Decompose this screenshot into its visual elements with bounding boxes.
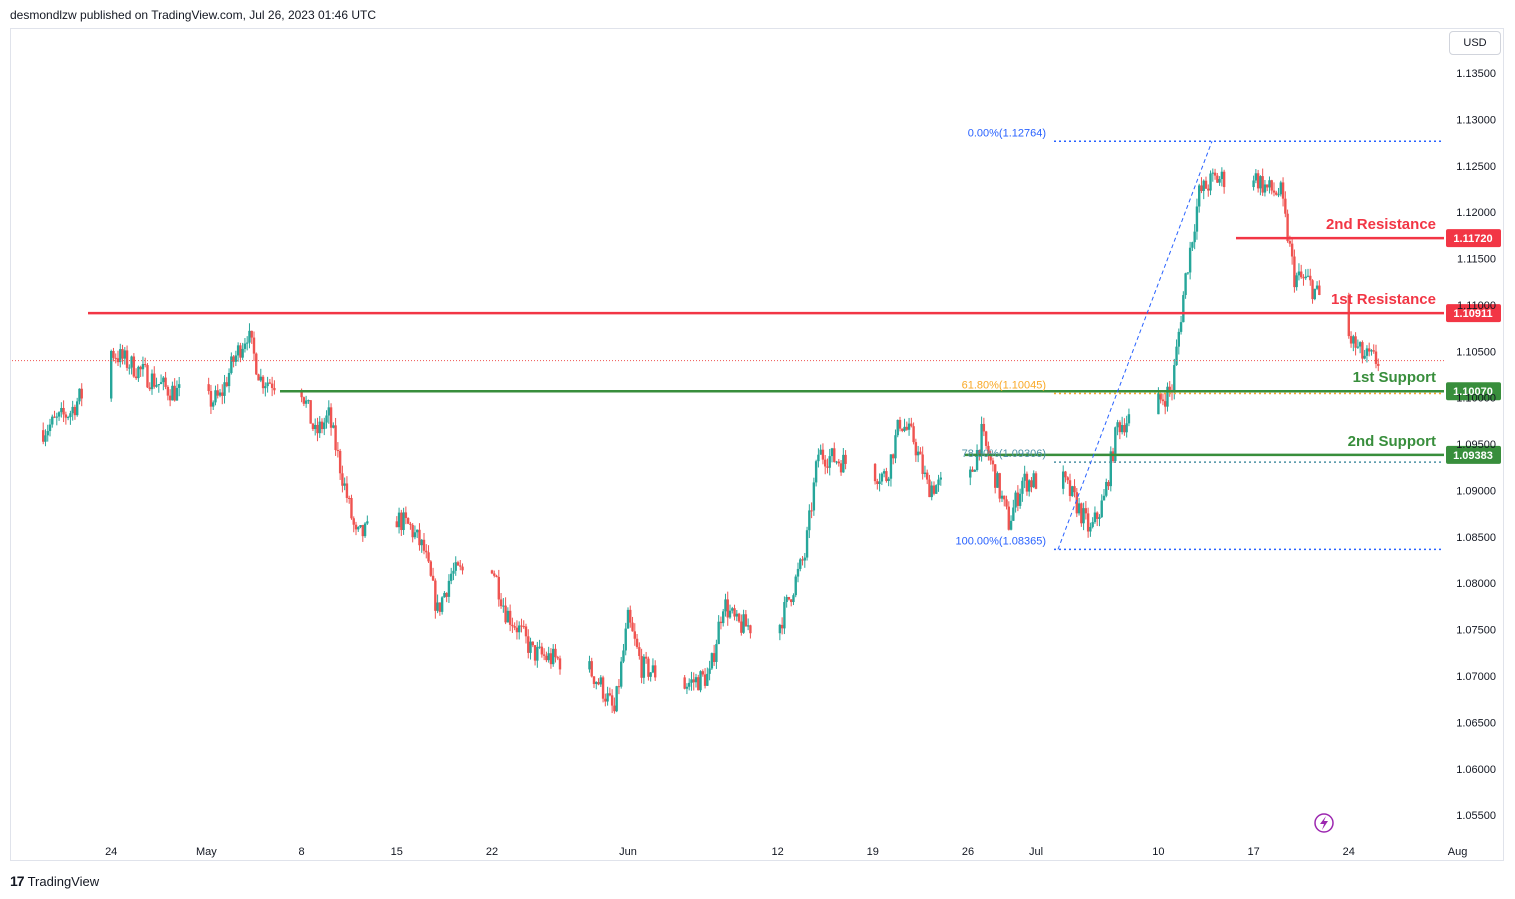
footer-brand[interactable]: 17 TradingView bbox=[10, 873, 99, 889]
chart-frame bbox=[10, 28, 1504, 861]
currency-button[interactable]: USD bbox=[1449, 31, 1501, 55]
footer-brand-name: TradingView bbox=[27, 873, 100, 889]
tradingview-logo-icon: 17 bbox=[10, 873, 25, 889]
publish-info: desmondlzw published on TradingView.com,… bbox=[10, 8, 376, 22]
